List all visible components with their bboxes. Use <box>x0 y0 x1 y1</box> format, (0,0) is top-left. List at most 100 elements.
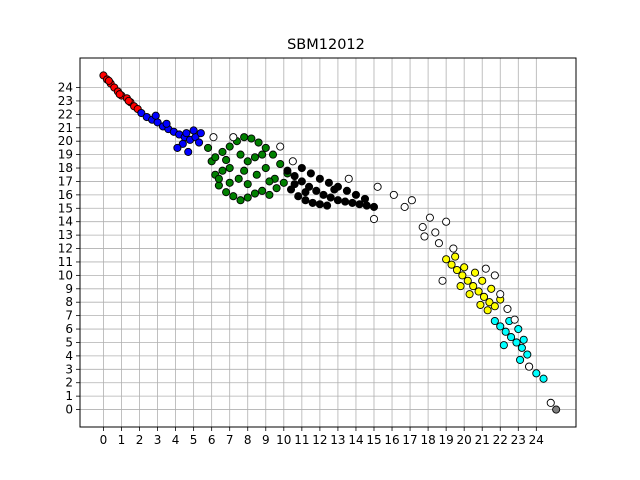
y-tick-label: 1 <box>65 389 73 403</box>
data-point <box>463 276 472 285</box>
data-point <box>218 166 227 175</box>
data-point <box>243 180 252 189</box>
data-point <box>481 264 490 273</box>
plot-frame <box>79 57 577 428</box>
x-tick-label: 15 <box>366 433 381 447</box>
data-point <box>124 96 133 105</box>
data-point <box>546 398 555 407</box>
data-point <box>265 177 274 186</box>
data-point <box>490 316 499 326</box>
data-point <box>341 197 350 206</box>
x-tick-label: 16 <box>384 433 399 447</box>
data-point <box>301 188 310 197</box>
data-point <box>442 255 451 264</box>
data-point <box>420 232 429 241</box>
data-point <box>485 298 494 307</box>
data-point <box>369 214 379 224</box>
y-tick-label: 16 <box>58 188 73 202</box>
y-tick-label: 5 <box>65 335 73 349</box>
data-point <box>447 260 456 269</box>
chart-title: SBM12012 <box>287 37 365 53</box>
y-tick-label: 15 <box>58 201 73 215</box>
data-point <box>243 193 252 202</box>
data-point <box>355 200 364 209</box>
data-point <box>258 186 267 195</box>
data-point <box>312 186 321 195</box>
data-point <box>173 143 182 152</box>
x-tick-label: 8 <box>244 433 252 447</box>
data-point <box>324 178 333 187</box>
data-point <box>496 290 505 299</box>
data-point <box>510 315 519 324</box>
data-point <box>315 174 324 183</box>
x-tick-label: 1 <box>118 433 126 447</box>
data-point <box>276 142 285 151</box>
data-point <box>452 265 462 275</box>
data-point <box>297 177 306 186</box>
data-point <box>465 290 474 299</box>
data-point <box>418 223 427 232</box>
data-point <box>451 252 460 261</box>
data-point <box>254 138 263 147</box>
data-point <box>247 134 256 143</box>
data-point <box>240 166 249 175</box>
data-point <box>214 174 223 183</box>
data-point <box>308 198 317 207</box>
data-point <box>261 163 270 173</box>
data-point <box>265 190 274 199</box>
data-point <box>222 188 231 197</box>
data-point <box>360 194 370 203</box>
data-point <box>272 184 281 193</box>
data-point <box>194 138 204 147</box>
x-tick-label: 17 <box>402 433 417 447</box>
data-point <box>470 268 480 277</box>
data-point <box>476 300 485 309</box>
data-point <box>288 157 297 166</box>
x-tick-label: 0 <box>100 433 108 447</box>
x-tick-label: 22 <box>493 433 508 447</box>
data-point <box>552 405 561 414</box>
data-point <box>487 284 496 293</box>
data-point <box>469 282 478 291</box>
y-tick-label: 13 <box>58 228 73 242</box>
y-tick-label: 7 <box>65 309 73 323</box>
data-point <box>258 150 267 159</box>
data-point <box>326 193 335 202</box>
data-point <box>483 306 492 315</box>
data-point <box>474 287 483 296</box>
data-point <box>297 163 306 173</box>
data-point <box>294 192 303 201</box>
data-point <box>519 335 528 344</box>
data-point <box>196 129 205 138</box>
data-point <box>214 181 223 190</box>
x-tick-label: 18 <box>420 433 435 447</box>
x-tick-label: 24 <box>529 433 544 447</box>
data-point <box>218 147 227 156</box>
y-tick-label: 3 <box>65 362 73 376</box>
y-tick-label: 14 <box>58 215 73 229</box>
data-point <box>290 172 299 181</box>
data-point <box>496 322 505 331</box>
data-point <box>229 133 238 142</box>
x-tick-label: 13 <box>330 433 345 447</box>
data-point <box>516 355 525 364</box>
data-point <box>434 239 443 248</box>
data-point <box>222 155 231 165</box>
data-point <box>517 343 526 352</box>
data-point <box>276 159 285 169</box>
data-point <box>225 178 234 187</box>
x-axis-ticks: 0 1 2 3 4 5 6 7 8 9 10 11 12 13 14 15 16 17 18 19 20 21 22 23 24 <box>100 427 544 447</box>
data-points <box>99 71 561 414</box>
x-tick-label: 6 <box>208 433 216 447</box>
y-tick-label: 11 <box>58 255 73 269</box>
data-point <box>189 126 198 135</box>
data-point <box>204 143 213 152</box>
y-tick-label: 6 <box>65 322 73 336</box>
data-point <box>523 350 532 359</box>
data-point <box>283 166 292 175</box>
data-point <box>373 182 382 191</box>
y-tick-label: 17 <box>58 174 73 188</box>
data-point <box>348 198 357 207</box>
